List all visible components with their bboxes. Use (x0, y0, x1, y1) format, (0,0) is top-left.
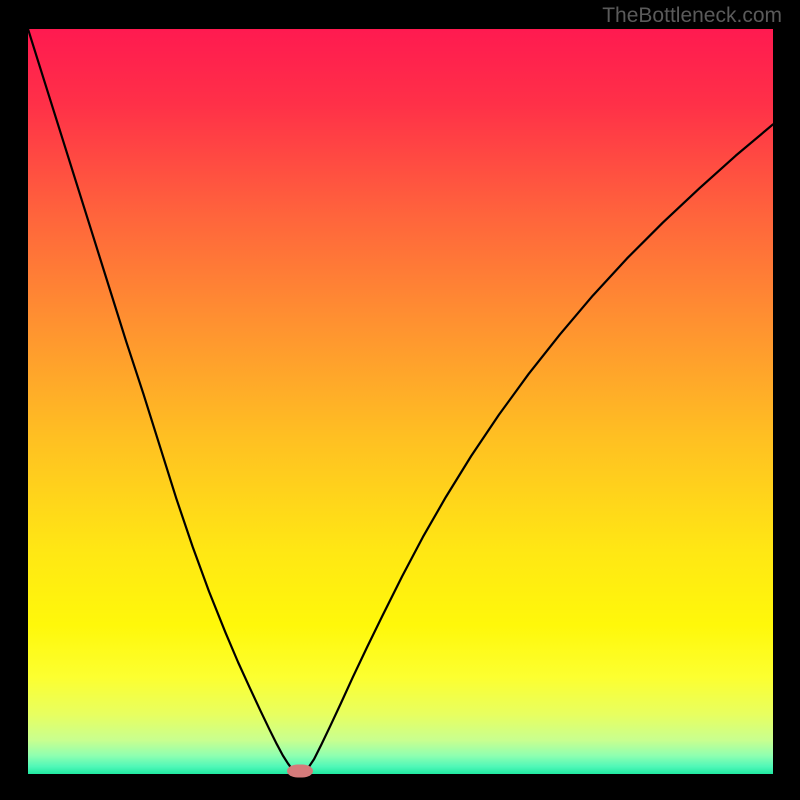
watermark-text: TheBottleneck.com (602, 4, 782, 28)
plot-area (28, 29, 773, 774)
bottleneck-curve (28, 29, 773, 774)
minimum-marker (287, 765, 313, 778)
chart-container: TheBottleneck.com (0, 0, 800, 800)
